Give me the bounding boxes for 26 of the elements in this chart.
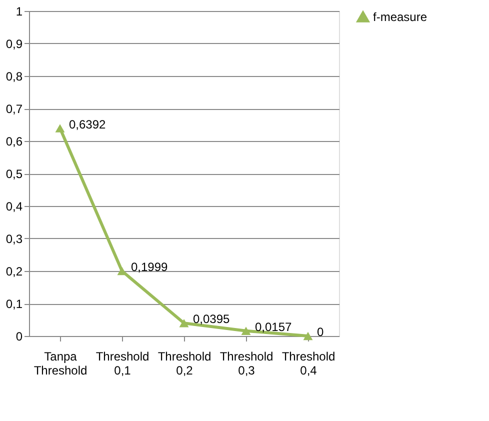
point (55, 124, 65, 132)
x-tick-label: Tanpa Threshold (34, 350, 88, 378)
y-tick-label: 0,8 (6, 70, 23, 84)
x-tick-label: Threshold 0,1 (96, 350, 150, 378)
x-tick-label: Threshold 0,2 (158, 350, 212, 378)
y-tick-label: 0,7 (6, 102, 23, 116)
data-label: 0,1999 (131, 260, 168, 274)
y-tick-label: 0,6 (6, 134, 23, 148)
x-tick-label: Threshold 0,4 (282, 350, 336, 378)
y-tick-label: 1 (16, 4, 23, 18)
data-label: 0,0395 (193, 312, 230, 326)
x-tick-label: Threshold 0,3 (220, 350, 274, 378)
y-tick-label: 0,9 (6, 37, 23, 51)
data-label: 0,6392 (69, 117, 106, 132)
legend-label: f-measure (373, 10, 428, 24)
point (241, 326, 251, 336)
y-tick-label: 0,4 (6, 200, 23, 214)
point (303, 332, 313, 340)
y-tick-label: 0,3 (6, 232, 23, 246)
y-tick-label: 0,1 (6, 297, 23, 311)
y-tick-label: 0,5 (6, 167, 23, 181)
data-label: 0 (317, 325, 324, 339)
data-label: 0,0157 (255, 320, 292, 334)
y-tick-label: 0 (16, 330, 23, 344)
y-tick-label: 0,2 (6, 264, 23, 278)
point (179, 319, 189, 328)
